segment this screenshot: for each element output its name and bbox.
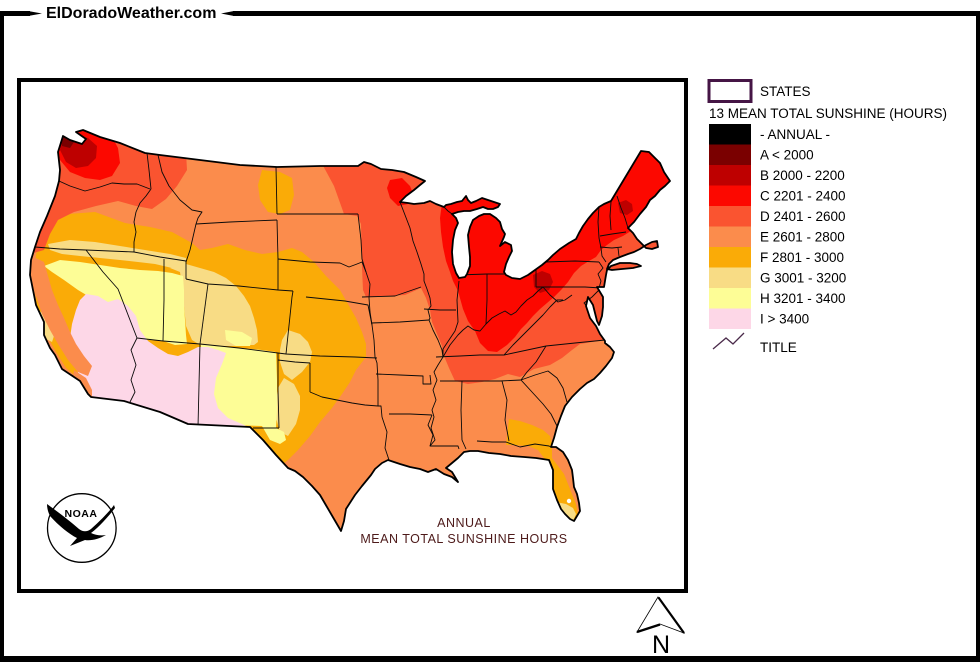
svg-text:B 2000 - 2200: B 2000 - 2200 <box>760 168 845 183</box>
svg-text:NOAA: NOAA <box>65 508 98 520</box>
svg-text:F 2801 - 3000: F 2801 - 3000 <box>760 250 844 265</box>
svg-text:C 2201 - 2400: C 2201 - 2400 <box>760 189 846 204</box>
svg-text:STATES: STATES <box>760 84 811 99</box>
svg-text:I > 3400: I > 3400 <box>760 312 809 327</box>
svg-text:G 3001 - 3200: G 3001 - 3200 <box>760 271 846 286</box>
svg-text:E 2601 - 2800: E 2601 - 2800 <box>760 230 845 245</box>
svg-text:TITLE: TITLE <box>760 340 797 355</box>
svg-text:A < 2000: A < 2000 <box>760 148 814 163</box>
svg-text:H 3201 - 3400: H 3201 - 3400 <box>760 291 846 306</box>
svg-text:D 2401 - 2600: D 2401 - 2600 <box>760 209 846 224</box>
svg-text:N: N <box>652 631 670 659</box>
svg-text:- ANNUAL -: - ANNUAL - <box>760 127 830 142</box>
svg-text:13 MEAN TOTAL SUNSHINE (HOURS): 13 MEAN TOTAL SUNSHINE (HOURS) <box>709 106 947 121</box>
